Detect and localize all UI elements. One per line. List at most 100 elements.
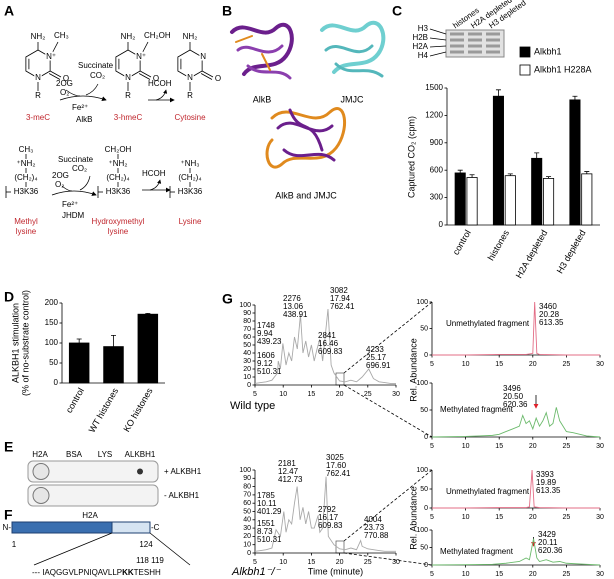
zoom-line <box>149 532 191 566</box>
y-tick-label: 200 <box>45 298 59 307</box>
compound-name: lysine <box>16 227 37 236</box>
y-tick-label: 50 <box>420 544 428 551</box>
peak-annotation: 510.31 <box>257 535 282 544</box>
y-axis-label: Rel. Abundance <box>408 486 418 550</box>
band-label: H4 <box>418 51 429 60</box>
gel-band <box>486 50 500 54</box>
cofactor: 2OG <box>56 79 73 88</box>
y-tick-label: 20 <box>243 533 251 540</box>
bar <box>103 346 124 384</box>
site-numbers: 118 119 <box>136 556 164 565</box>
x-tick-label: 10 <box>462 514 470 521</box>
gel-band <box>450 38 464 42</box>
x-tick-label: 30 <box>596 514 604 521</box>
zoom-dash <box>343 552 433 566</box>
peak-annotation: 1748 <box>257 321 275 330</box>
peak-annotation: 613.35 <box>536 486 561 495</box>
error-bar <box>145 313 151 315</box>
panel-label: D <box>4 289 14 305</box>
error-bar <box>111 335 116 347</box>
protein-name: H2A <box>82 511 98 520</box>
error-bar <box>572 95 578 100</box>
group: ⁺NH₃ <box>180 159 199 168</box>
bar <box>569 99 581 226</box>
y-tick-label: 90 <box>243 475 251 482</box>
legend-swatch <box>519 64 531 76</box>
y-axis-label: Captured CO₂ (cpm) <box>406 116 416 198</box>
x-tick-label: 25 <box>563 514 571 521</box>
atom: NH₂ <box>121 32 136 41</box>
y-tick-label: 100 <box>239 302 251 309</box>
y-axis-label: Rel. Abundance <box>408 338 418 402</box>
error-bar <box>457 169 463 173</box>
y-axis-label: (% of no-substrate control) <box>20 290 30 396</box>
y-tick-label: 0 <box>54 378 59 387</box>
peak-annotation: 2181 <box>278 459 296 468</box>
x-tick-label: 5 <box>430 443 434 450</box>
peak-annotation: 3460 <box>539 302 557 311</box>
peak-annotation: 8.73 <box>257 527 273 536</box>
cofactor: Fe²⁺ <box>72 103 88 112</box>
peak-annotation: 412.73 <box>278 475 303 484</box>
gel-band <box>450 44 464 48</box>
compound-name: Hydroxymethyl <box>92 217 145 226</box>
residue: H3K36 <box>178 187 203 196</box>
blot-dot <box>137 468 143 475</box>
peak-annotation: 10.11 <box>257 499 277 508</box>
bar <box>466 177 478 226</box>
release: HCOH <box>142 169 166 178</box>
compound-name: lysine <box>108 227 129 236</box>
x-tick-label: 15 <box>495 361 503 368</box>
blot-dot <box>32 463 50 480</box>
zoom-dash <box>343 301 433 374</box>
band-label: H2A <box>412 42 428 51</box>
cofactor: Succinate <box>78 61 114 70</box>
atom: R <box>125 91 131 100</box>
sequence-part: --- IAQGGVLPNIQAVLLP <box>32 568 122 577</box>
trace <box>432 301 600 356</box>
zoom-dash <box>343 384 433 438</box>
cofactor-arrow <box>65 83 99 97</box>
y-tick-label: 30 <box>243 525 251 532</box>
peak-annotation: 613.35 <box>539 318 564 327</box>
x-tick-label: 30 <box>392 559 400 566</box>
y-tick-label: 1500 <box>425 83 443 92</box>
x-tick-label: 25 <box>563 361 571 368</box>
group: (CH₂)₄ <box>14 173 37 182</box>
jmjc-ribbon <box>324 44 384 78</box>
y-tick-label: 1200 <box>425 111 443 120</box>
peak-annotation: 4004 <box>364 515 382 524</box>
trace <box>254 476 396 552</box>
atom: N <box>200 52 206 61</box>
blot-column: LYS <box>98 450 113 459</box>
panel-label: B <box>222 3 232 19</box>
sequence: --- IAQGGVLPNIQAVLLPKKTESHH <box>32 568 161 577</box>
residue-end: 124 <box>139 540 153 549</box>
bar <box>531 157 543 226</box>
x-tick-label: KO histones <box>121 386 154 434</box>
x-tick-label: 30 <box>596 571 604 578</box>
x-tick-label: 25 <box>563 443 571 450</box>
y-tick-label: 70 <box>243 326 251 333</box>
trace <box>431 538 601 566</box>
peak-annotation: 438.91 <box>283 310 308 319</box>
compound-name: Cytosine <box>174 113 206 122</box>
group: ⁺NH₂ <box>17 159 36 168</box>
y-tick-label: 50 <box>420 407 428 414</box>
y-tick-label: 60 <box>243 500 251 507</box>
x-tick-label: 10 <box>279 391 287 398</box>
peak-annotation: 620.36 <box>503 400 528 409</box>
bond <box>201 70 214 78</box>
bar <box>581 173 593 226</box>
blot-strip <box>27 484 159 507</box>
n-terminus: N- <box>3 523 12 532</box>
y-tick-label: 150 <box>45 318 59 327</box>
x-tick-label: 5 <box>253 391 257 398</box>
blot-row: + ALKBH1 <box>164 467 202 476</box>
enzyme: AlkB <box>76 115 92 124</box>
peak-annotation: 16.17 <box>318 513 339 522</box>
error-bar <box>76 338 82 343</box>
x-tick-label: 15 <box>495 514 503 521</box>
c-terminus: -C <box>151 523 160 532</box>
bond <box>139 70 152 78</box>
